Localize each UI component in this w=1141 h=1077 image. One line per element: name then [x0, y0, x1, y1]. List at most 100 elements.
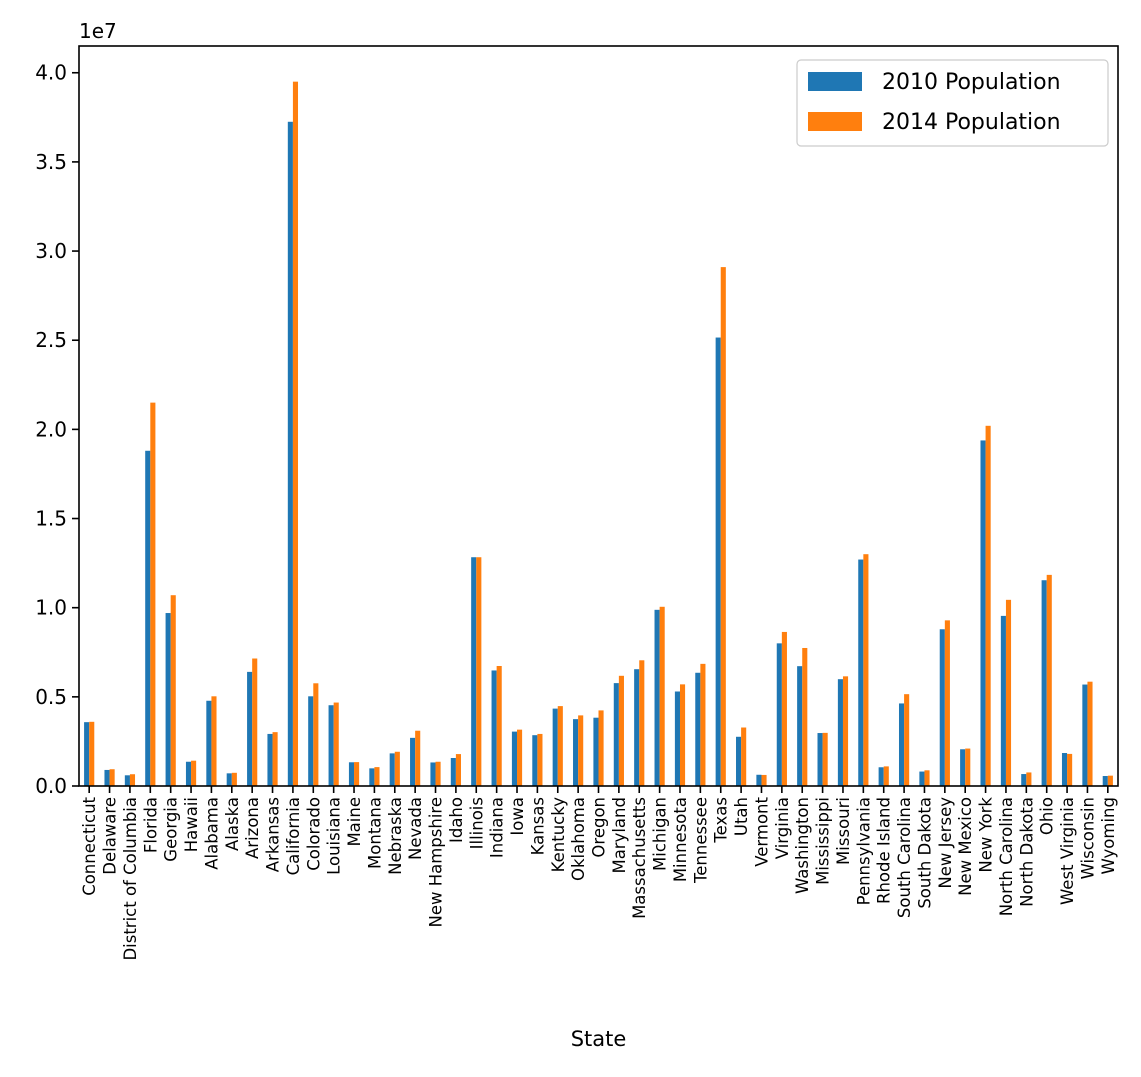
- bar-2014-hawaii: [191, 760, 197, 786]
- bar-2010-virginia: [776, 643, 782, 786]
- bar-2010-indiana: [491, 670, 497, 786]
- bar-2014-washington: [802, 647, 808, 786]
- bar-2014-vermont: [761, 774, 767, 786]
- x-tick-label: District of Columbia: [121, 797, 140, 961]
- bar-2014-new-mexico: [965, 748, 971, 786]
- x-tick-label: Iowa: [508, 797, 527, 836]
- x-tick-label: Delaware: [101, 797, 120, 875]
- y-tick-label: 3.5: [35, 150, 67, 174]
- x-tick-label: Arkansas: [264, 797, 283, 872]
- legend-label-2010: 2010 Population: [882, 70, 1061, 95]
- bar-2014-minnesota: [679, 684, 686, 786]
- x-tick-label: Alaska: [223, 797, 242, 851]
- legend: 2010 Population 2014 Population: [796, 59, 1109, 147]
- x-tick-label: Arizona: [243, 797, 262, 859]
- bar-2014-oregon: [598, 710, 604, 786]
- x-tick-label: New Hampshire: [427, 797, 446, 928]
- bar-2010-colorado: [308, 696, 314, 786]
- x-tick-label: Vermont: [752, 796, 771, 866]
- x-tick-label: North Dakota: [1017, 797, 1036, 907]
- bar-2014-mississippi: [822, 732, 828, 786]
- x-tick-label: Texas: [712, 797, 731, 844]
- bar-2010-louisiana: [328, 705, 334, 786]
- bar-2014-indiana: [496, 665, 502, 786]
- bar-2010-idaho: [450, 758, 456, 786]
- x-tick-label: Tennessee: [691, 797, 710, 884]
- bar-2010-pennsylvania: [858, 559, 864, 786]
- bar-2014-california: [292, 81, 299, 786]
- bar-2010-vermont: [756, 774, 762, 786]
- bar-2014-texas: [720, 267, 726, 787]
- x-tick-label: Connecticut: [80, 796, 99, 895]
- bar-2014-louisiana: [333, 702, 339, 786]
- bar-2014-new-york: [985, 425, 991, 786]
- bar-2010-minnesota: [674, 691, 680, 786]
- bar-2010-hawaii: [185, 761, 192, 786]
- bar-2014-district-of-columbia: [129, 774, 136, 786]
- x-tick-label: Montana: [365, 797, 384, 869]
- bar-2014-south-dakota: [924, 770, 930, 786]
- x-axis-title: State: [571, 1027, 627, 1051]
- bar-2014-michigan: [659, 606, 665, 786]
- bar-2010-district-of-columbia: [124, 775, 130, 786]
- bar-2014-maryland: [618, 675, 624, 786]
- y-tick-label: 2.5: [35, 328, 67, 352]
- x-tick-label: West Virginia: [1058, 797, 1077, 905]
- bar-2010-south-carolina: [898, 703, 905, 786]
- bar-2014-idaho: [455, 754, 461, 786]
- bar-2010-oklahoma: [573, 719, 579, 786]
- bar-2010-nebraska: [389, 753, 395, 786]
- x-tick-label: Nevada: [406, 797, 425, 860]
- bar-2014-montana: [374, 767, 380, 786]
- y-tick-label: 1.5: [35, 507, 67, 531]
- x-tick-label: Ohio: [1038, 797, 1057, 835]
- bar-2010-south-dakota: [919, 771, 925, 786]
- bar-2010-oregon: [593, 717, 599, 786]
- bar-2014-maine: [354, 762, 360, 786]
- x-tick-label: South Carolina: [895, 797, 914, 918]
- x-tick-label: Pennsylvania: [854, 797, 873, 905]
- bar-2010-north-dakota: [1021, 774, 1027, 786]
- bar-2014-wyoming: [1107, 775, 1113, 786]
- bar-2010-illinois: [471, 557, 477, 786]
- bar-2010-delaware: [104, 769, 110, 786]
- bar-2014-north-carolina: [1005, 599, 1012, 786]
- x-tick-label: Hawaii: [182, 797, 201, 852]
- bar-2014-georgia: [170, 595, 176, 786]
- x-tick-label: Kentucky: [549, 797, 568, 873]
- bar-2014-delaware: [109, 769, 115, 786]
- bar-2014-pennsylvania: [863, 554, 869, 786]
- bar-2010-georgia: [165, 613, 171, 786]
- bar-2014-iowa: [517, 729, 523, 786]
- bar-2014-north-dakota: [1026, 772, 1032, 786]
- bar-2014-south-carolina: [904, 694, 910, 786]
- bar-2014-ohio: [1046, 574, 1052, 786]
- x-tick-label: South Dakota: [915, 797, 934, 909]
- bar-2010-ohio: [1041, 580, 1047, 786]
- bar-2014-virginia: [781, 631, 787, 786]
- x-tick-label: Maine: [345, 797, 364, 847]
- bar-2010-tennessee: [695, 672, 701, 786]
- bar-2014-nebraska: [394, 751, 400, 786]
- bar-2014-colorado: [313, 683, 319, 786]
- bar-2010-connecticut: [84, 722, 90, 786]
- bar-2010-utah: [736, 736, 742, 786]
- bar-2014-utah: [741, 727, 747, 786]
- bar-2010-kentucky: [552, 708, 558, 786]
- x-tick-label: New York: [977, 797, 996, 873]
- x-tick-label: Kansas: [528, 797, 547, 855]
- bar-2010-florida: [145, 450, 151, 786]
- bar-2010-new-york: [980, 440, 986, 786]
- x-tick-label: Washington: [793, 797, 812, 894]
- bar-2010-michigan: [654, 609, 660, 786]
- bar-2010-arkansas: [267, 733, 273, 786]
- x-tick-label: Illinois: [467, 797, 486, 849]
- bar-2010-nevada: [410, 737, 416, 786]
- x-tick-label: New Jersey: [936, 797, 955, 889]
- x-tick-label: Alabama: [202, 797, 221, 870]
- bar-2010-wyoming: [1102, 776, 1108, 786]
- bar-2014-massachusetts: [639, 660, 645, 786]
- y-tick-label: 1.0: [35, 596, 67, 620]
